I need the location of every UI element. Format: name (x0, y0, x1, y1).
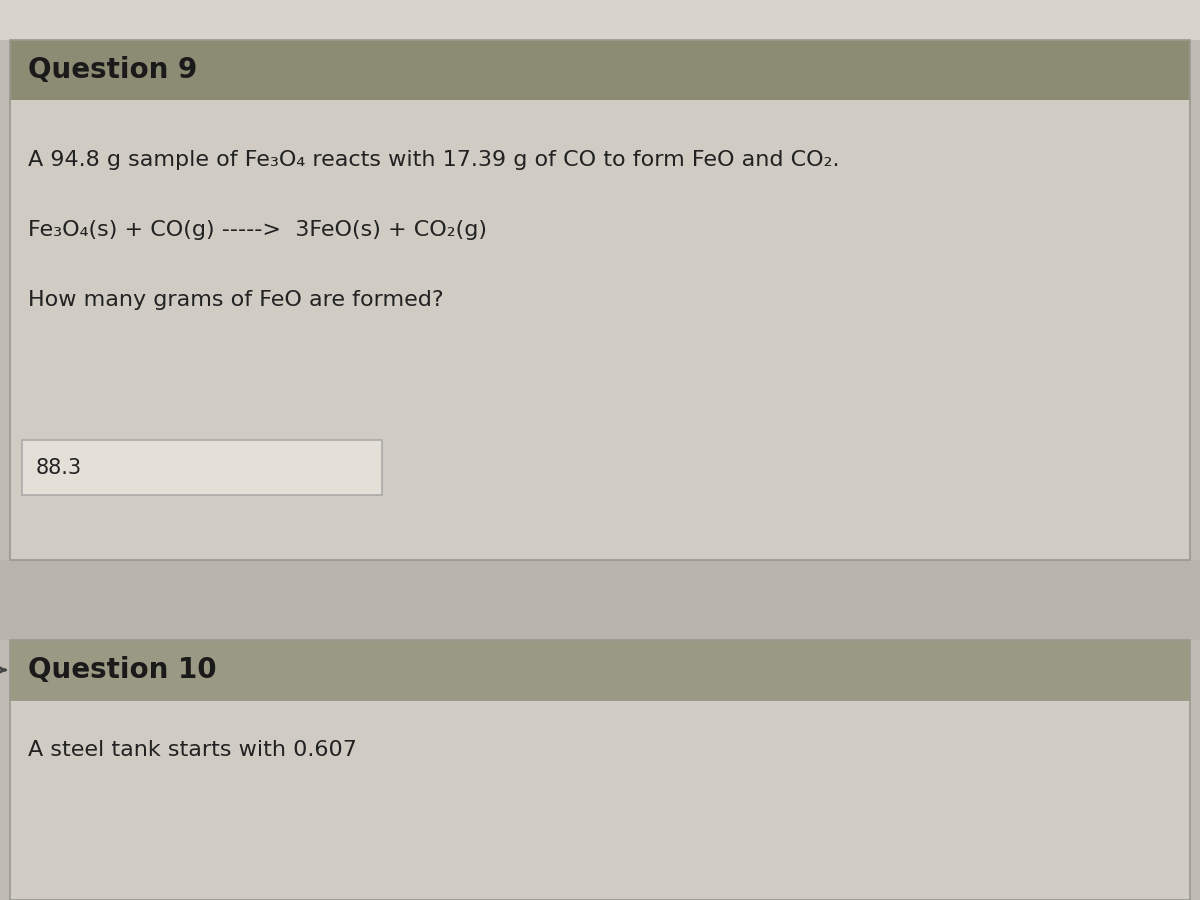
Text: A steel tank starts with 0.607: A steel tank starts with 0.607 (28, 740, 356, 760)
Bar (22, 440, 382, 495)
Bar (10, 700, 1190, 900)
Bar (10, 640, 1190, 900)
Text: A 94.8 g sample of Fe₃O₄ reacts with 17.39 g of CO to form FeO and CO₂.: A 94.8 g sample of Fe₃O₄ reacts with 17.… (28, 150, 840, 170)
Bar (10, 640, 1190, 700)
Text: Question 9: Question 9 (28, 56, 197, 84)
Bar (10, 40, 1190, 560)
Bar (0, 0, 1200, 40)
Bar (0, 560, 1200, 640)
Bar (10, 700, 1190, 701)
Text: Fe₃O₄(s) + CO(g) ----->  3FeO(s) + CO₂(g): Fe₃O₄(s) + CO(g) -----> 3FeO(s) + CO₂(g) (28, 220, 487, 240)
Text: How many grams of FeO are formed?: How many grams of FeO are formed? (28, 290, 444, 310)
Bar (10, 100, 1190, 560)
Bar (10, 40, 1190, 100)
Text: 88.3: 88.3 (36, 457, 82, 478)
Text: Question 10: Question 10 (28, 656, 217, 684)
